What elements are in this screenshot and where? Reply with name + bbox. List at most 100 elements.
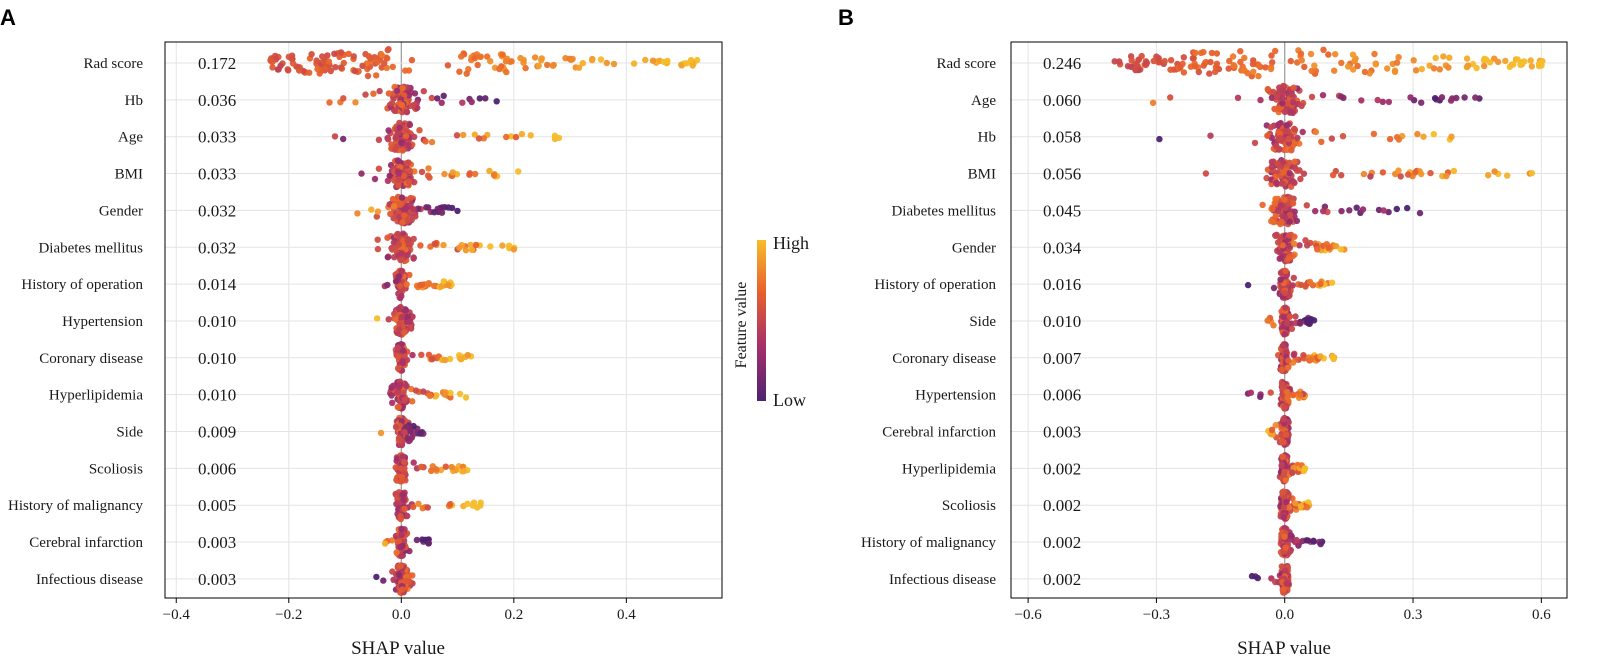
shap-point [1491,168,1498,175]
shap-point [1250,68,1257,76]
shap-point [403,382,410,390]
shap-point [1375,206,1383,214]
shap-point [1312,207,1319,215]
shap-point [1291,208,1298,215]
shap-point [1338,172,1345,179]
x-tick-label: 0.0 [1275,607,1294,623]
shap-point [468,98,475,106]
shap-point [1481,62,1488,70]
shap-point [1192,49,1199,57]
shap-point [1393,59,1401,66]
shap-point [370,90,377,97]
shap-point [398,250,406,257]
shap-point [1282,498,1290,506]
shap-point [400,172,408,180]
x-tick-label: 0.2 [504,607,523,623]
shap-point [380,577,387,584]
shap-point [660,58,668,66]
shap-point [1430,131,1438,138]
mean-shap-value: 0.010 [198,386,236,405]
shap-point [1132,65,1139,73]
shap-point [1303,504,1311,511]
legend-high-label: High [773,233,809,253]
legend-color-bar [757,240,766,401]
shap-point [1273,179,1280,187]
shap-point [1284,394,1291,401]
shap-point [407,201,414,208]
shap-point [1395,167,1402,174]
shap-point [1448,133,1455,140]
shap-point [630,60,638,67]
shap-point [442,389,449,396]
shap-point [1257,96,1264,104]
feature-label: Diabetes mellitus [891,203,996,219]
shap-point [1374,96,1381,104]
shap-point [401,352,408,359]
shap-point [403,108,411,116]
shap-point [373,573,380,581]
shap-point [1405,171,1412,178]
mean-shap-value: 0.036 [198,91,236,110]
shap-point [1296,242,1303,249]
shap-point [1262,64,1269,71]
shap-point [410,503,417,511]
shap-point [390,239,398,246]
shap-point [402,67,409,74]
shap-point [1527,57,1534,64]
shap-point [1296,167,1303,174]
shap-point [1290,240,1298,247]
shap-point [453,132,461,139]
shap-point [409,398,416,405]
feature-point-group [331,119,563,154]
feature-point-group [1149,82,1483,117]
shap-point [1277,276,1284,283]
shap-point [1208,49,1216,57]
shap-point [1308,93,1316,101]
shap-point [1273,93,1281,101]
shap-point [403,128,411,135]
shap-point [430,282,438,289]
x-tick-label: −0.3 [1143,607,1170,623]
shap-point [373,213,380,220]
shap-point [409,351,416,359]
shap-point [272,52,279,60]
shap-point [1269,59,1276,66]
shap-point [1264,85,1272,93]
shap-point [388,392,395,399]
shap-point [1284,364,1292,371]
shap-point [1128,57,1135,64]
shap-point [350,53,357,60]
shap-point [1279,453,1286,461]
shap-point [398,465,405,472]
shap-point [442,463,449,470]
shap-point [1317,353,1324,360]
shap-point [394,365,402,372]
shap-point [1244,281,1252,289]
shap-point [438,209,446,216]
feature-point-group [326,83,500,116]
shap-point [404,159,411,167]
shap-point [1318,138,1325,145]
shap-point [1272,422,1280,429]
shap-point [1278,218,1285,226]
feature-label: Scoliosis [942,498,996,514]
shap-point [395,326,403,333]
shap-point [466,170,474,177]
shap-point [1299,128,1306,136]
shap-point [1443,172,1450,180]
mean-shap-value: 0.002 [1043,496,1081,515]
shap-point [1237,48,1244,55]
feature-label: Cerebral infarction [882,425,996,441]
shap-point [429,356,436,363]
shap-point [1195,68,1203,76]
shap-point [1418,65,1426,73]
shap-point [377,429,385,437]
feature-label: Diabetes mellitus [38,240,143,256]
feature-label: Cerebral infarction [29,535,143,551]
shap-point [472,241,480,249]
shap-point [288,55,295,62]
shap-point [1272,47,1279,55]
feature-point-group [381,525,432,560]
shap-point [400,230,407,237]
shap-point [464,500,471,507]
